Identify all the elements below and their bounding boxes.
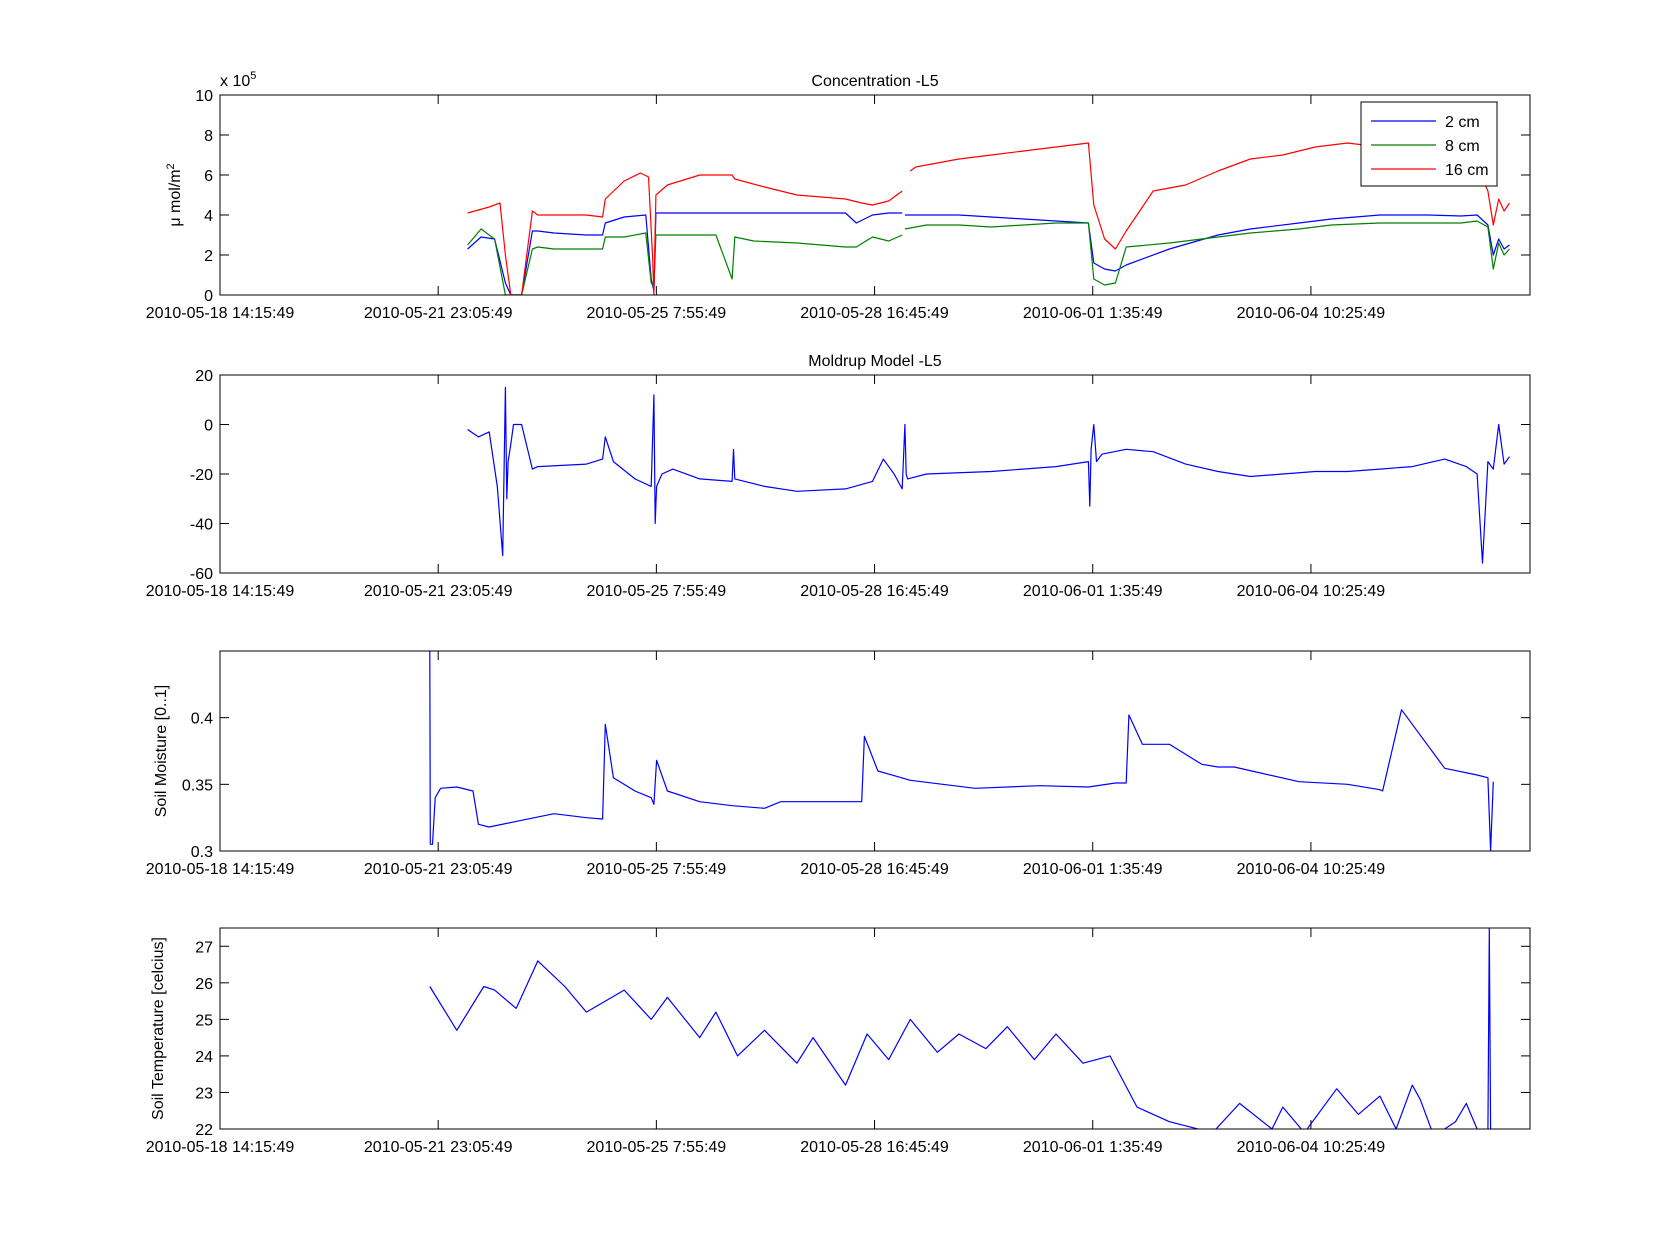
x-tick-label: 2010-05-18 14:15:49 bbox=[146, 1139, 295, 1156]
x-tick-label: 2010-05-28 16:45:49 bbox=[800, 861, 949, 878]
x-tick-label: 2010-06-04 10:25:49 bbox=[1237, 583, 1386, 600]
legend-label: 2 cm bbox=[1445, 114, 1480, 131]
series-line-8-cm bbox=[467, 220, 1510, 295]
y-tick-label: 6 bbox=[204, 168, 213, 185]
chart-panel-1: 0 2 4 6 8 10 2010-05-18 14:15:49 2010-05-21 23:… bbox=[146, 70, 1531, 322]
y-axis-label: μ mol/m2 bbox=[165, 163, 184, 226]
y-exponent-power: 5 bbox=[250, 70, 256, 82]
x-tick-label: 2010-05-21 23:05:49 bbox=[364, 305, 513, 322]
y-tick-label: 26 bbox=[195, 976, 213, 993]
legend-label: 8 cm bbox=[1445, 138, 1480, 155]
x-tick-label: 2010-05-28 16:45:49 bbox=[800, 583, 949, 600]
x-tick-label: 2010-05-21 23:05:49 bbox=[364, 583, 513, 600]
x-tick-label: 2010-05-25 7:55:49 bbox=[587, 583, 727, 600]
x-tick-label: 2010-06-01 1:35:49 bbox=[1023, 583, 1163, 600]
series-line-2-cm bbox=[467, 212, 1510, 295]
series-line-16-cm bbox=[467, 142, 1510, 295]
x-tick-label: 2010-05-28 16:45:49 bbox=[800, 305, 949, 322]
x-tick-label: 2010-05-18 14:15:49 bbox=[146, 305, 295, 322]
y-axis-label-text: Soil Temperature [celcius] bbox=[150, 937, 167, 1120]
series-line-1 bbox=[429, 928, 1492, 1129]
y-axis-label-text: Soil Moisture [0..1] bbox=[153, 685, 170, 818]
chart-title: Concentration -L5 bbox=[811, 73, 938, 90]
x-tick-label: 2010-05-18 14:15:49 bbox=[146, 861, 295, 878]
y-tick-label: 8 bbox=[204, 128, 213, 145]
x-tick-label: 2010-05-21 23:05:49 bbox=[364, 1139, 513, 1156]
y-tick-label: -20 bbox=[190, 467, 213, 484]
y-axis-label-superscript: 2 bbox=[165, 163, 177, 169]
y-axis-label: Soil Temperature [celcius] bbox=[150, 937, 167, 1120]
y-tick-label: 2 bbox=[204, 248, 213, 265]
x-tick-label: 2010-05-25 7:55:49 bbox=[587, 1139, 727, 1156]
y-exponent-label: x 105 bbox=[220, 70, 256, 90]
axes-box bbox=[219, 650, 1531, 852]
chart-panel-3: 0.3 0.35 0.4 2010-05-18 14:15:49 2010-05-21 … bbox=[146, 650, 1531, 878]
series-line-1 bbox=[467, 386, 1510, 564]
x-tick-label: 2010-05-28 16:45:49 bbox=[800, 1139, 949, 1156]
x-tick-label: 2010-06-01 1:35:49 bbox=[1023, 305, 1163, 322]
plot-area bbox=[467, 142, 1510, 295]
y-tick-label: 27 bbox=[195, 939, 213, 956]
x-tick-label: 2010-06-04 10:25:49 bbox=[1237, 1139, 1386, 1156]
axes-box bbox=[219, 94, 1531, 296]
y-tick-label: 23 bbox=[195, 1085, 213, 1102]
y-tick-label: 0.3 bbox=[191, 844, 213, 861]
x-tick-label: 2010-06-01 1:35:49 bbox=[1023, 1139, 1163, 1156]
y-tick-label: 4 bbox=[204, 208, 213, 225]
y-exponent-base: x 10 bbox=[220, 73, 250, 90]
legend-box bbox=[1360, 101, 1498, 187]
x-tick-label: 2010-06-04 10:25:49 bbox=[1237, 861, 1386, 878]
axes-box bbox=[219, 927, 1531, 1130]
chart-panel-2: -60 -40 -20 0 20 2010-05-18 14:15:49 2010-05-2… bbox=[146, 353, 1531, 600]
y-tick-label: 22 bbox=[195, 1122, 213, 1139]
x-tick-label: 2010-05-18 14:15:49 bbox=[146, 583, 295, 600]
y-tick-label: 0 bbox=[204, 288, 213, 305]
y-axis-label-text: μ mol/m bbox=[167, 169, 184, 226]
x-tick-label: 2010-05-25 7:55:49 bbox=[587, 861, 727, 878]
plot-area bbox=[429, 928, 1492, 1129]
y-tick-label: 25 bbox=[195, 1012, 213, 1029]
y-tick-label: 20 bbox=[195, 368, 213, 385]
legend: 2 cm 8 cm 16 cm bbox=[1360, 101, 1498, 187]
chart-title: Moldrup Model -L5 bbox=[808, 353, 942, 370]
x-tick-label: 2010-05-21 23:05:49 bbox=[364, 861, 513, 878]
y-tick-label: -40 bbox=[190, 517, 213, 534]
plot-area bbox=[429, 651, 1494, 851]
legend-label: 16 cm bbox=[1445, 162, 1489, 179]
x-tick-label: 2010-06-01 1:35:49 bbox=[1023, 861, 1163, 878]
chart-panel-4: 22 23 24 25 26 27 2010-05-18 14:15:49 2010-05-2… bbox=[146, 927, 1531, 1156]
y-tick-label: 0.4 bbox=[191, 711, 213, 728]
y-tick-label: -60 bbox=[190, 566, 213, 583]
x-tick-label: 2010-05-25 7:55:49 bbox=[587, 305, 727, 322]
series-line-1 bbox=[429, 651, 1494, 851]
y-tick-label: 10 bbox=[195, 88, 213, 105]
plot-area bbox=[467, 386, 1510, 564]
y-tick-label: 0.35 bbox=[182, 777, 213, 794]
y-tick-label: 24 bbox=[195, 1049, 213, 1066]
y-tick-label: 0 bbox=[204, 418, 213, 435]
y-axis-label: Soil Moisture [0..1] bbox=[153, 685, 170, 818]
x-tick-label: 2010-06-04 10:25:49 bbox=[1237, 305, 1386, 322]
axes-box bbox=[219, 374, 1531, 574]
